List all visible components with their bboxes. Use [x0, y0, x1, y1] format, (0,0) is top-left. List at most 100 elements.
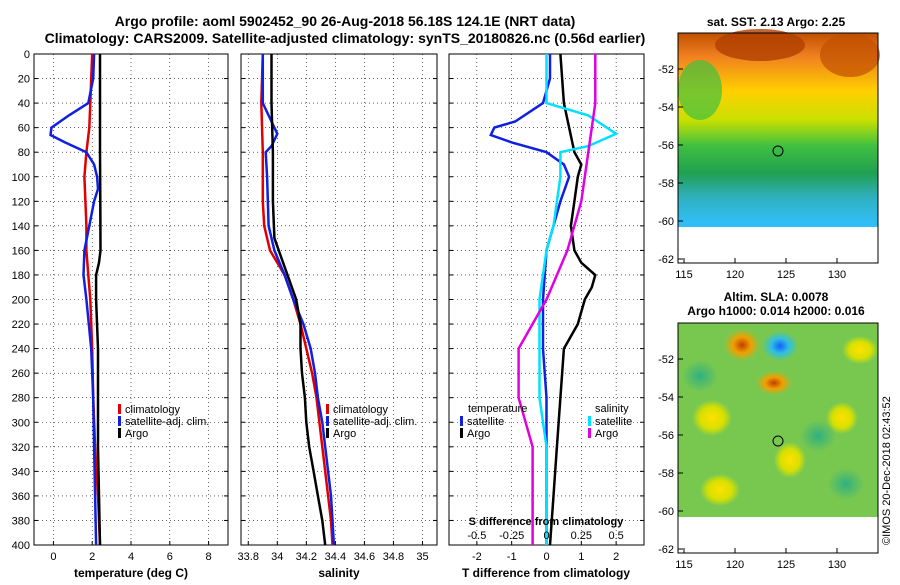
legend-swatch [460, 416, 463, 426]
legend-entry: Argo [467, 428, 490, 440]
difference-panel: -2 -1 0 1 2temperaturesatelliteArgosalinitys… [448, 53, 645, 563]
legend-swatch [588, 428, 591, 438]
title-line-1: Argo profile: aoml 5902452_90 26-Aug-201… [115, 13, 576, 29]
map-x-tick-label: 130 [828, 559, 846, 571]
map-y-tick-label: -60 [658, 216, 674, 228]
sla-high-blob [724, 329, 760, 361]
x-tick-label: 2 [89, 551, 95, 563]
map-x-tick-label: 125 [777, 559, 795, 571]
map-x-tick-label: 125 [777, 269, 795, 281]
difference-xlabel: T difference from climatology [462, 566, 630, 580]
map-x-tick-label: 115 [675, 559, 693, 571]
legend-entry: satellite-adj. clim. [333, 416, 417, 428]
y-tick-label: 80 [18, 147, 30, 159]
y-tick-label: 140 [12, 221, 30, 233]
map-y-tick-label: -56 [658, 430, 674, 442]
legend-entry: Argo [595, 428, 618, 440]
x-tick-label: 1 [578, 551, 584, 563]
sla-high-blob [756, 371, 792, 395]
y-tick-label: 40 [18, 98, 30, 110]
y-tick-label: 180 [12, 270, 30, 282]
map-x-tick-label: 120 [726, 269, 744, 281]
legend-swatch [118, 428, 121, 438]
sla-high-blob [692, 400, 732, 436]
y-tick-label: 340 [12, 466, 30, 478]
map-y-tick-label: -58 [658, 178, 674, 190]
y-tick-label: 220 [12, 319, 30, 331]
series-temperature-argo [548, 53, 597, 546]
y-tick-label: 0 [24, 49, 30, 61]
sla-map-title-2: Argo h1000: 0.014 h2000: 0.016 [687, 304, 865, 318]
y-tick-label: 300 [12, 417, 30, 429]
x-tick-label: -1 [507, 551, 517, 563]
y-tick-label: 120 [12, 196, 30, 208]
s-diff-tick-label: 0.25 [571, 530, 592, 542]
map-y-tick-label: -56 [658, 140, 674, 152]
map-y-tick-label: -60 [658, 506, 674, 518]
title-line-2: Climatology: CARS2009. Satellite-adjuste… [45, 30, 646, 46]
sst-warm-patch [715, 29, 805, 61]
legend-swatch [326, 428, 329, 438]
map-y-tick-label: -58 [658, 468, 674, 480]
sla-map: Altim. SLA: 0.0078 Argo h1000: 0.014 h20… [658, 290, 879, 571]
y-tick-label: 380 [12, 515, 30, 527]
series-argo [94, 54, 102, 546]
x-tick-label: 34.2 [296, 551, 317, 563]
legend-entry: satellite [467, 416, 504, 428]
series-salinity-satellite [538, 54, 619, 545]
sla-low-blob [682, 360, 718, 392]
salinity-panel: 33.8 34 34.2 34.4 34.6 34.8 35 climatologysatel… [238, 53, 438, 563]
legend-title: salinity [595, 403, 629, 415]
s-diff-tick-label: -0.25 [499, 530, 524, 542]
legend-entry: Argo [333, 428, 356, 440]
map-y-tick-label: -62 [658, 544, 674, 556]
sst-green-patch [678, 60, 722, 120]
sst-land-mask [678, 227, 878, 263]
legend-swatch [326, 416, 329, 426]
sla-high-blob [842, 336, 878, 364]
map-y-tick-label: -54 [658, 392, 674, 404]
series-climatology [260, 53, 334, 546]
s-diff-tick-label: -0.5 [467, 530, 486, 542]
x-tick-label: 2 [613, 551, 619, 563]
y-tick-label: 60 [18, 123, 30, 135]
y-tick-label: 280 [12, 393, 30, 405]
sst-map-title: sat. SST: 2.13 Argo: 2.25 [707, 15, 846, 29]
map-y-tick-label: -52 [658, 64, 674, 76]
map-y-tick-label: -54 [658, 102, 674, 114]
map-x-tick-label: 115 [675, 269, 693, 281]
y-tick-label: 100 [12, 172, 30, 184]
legend-swatch [118, 416, 121, 426]
sst-warm-patch [820, 33, 880, 77]
x-tick-label: 34.6 [354, 551, 375, 563]
legend-swatch [118, 404, 121, 414]
sst-argo-marker [772, 145, 784, 157]
salinity-xlabel: salinity [318, 566, 360, 580]
x-tick-label: -2 [472, 551, 482, 563]
sla-frame [677, 322, 879, 554]
x-tick-label: 0 [543, 551, 549, 563]
map-y-tick-label: -52 [658, 354, 674, 366]
y-tick-label: 20 [18, 74, 30, 86]
legend-swatch [460, 428, 463, 438]
y-tick-label: 200 [12, 295, 30, 307]
legend-entry: Argo [125, 428, 148, 440]
series-satellite-adj-clim- [49, 53, 100, 546]
y-tick-label: 240 [12, 344, 30, 356]
x-tick-label: 34.4 [325, 551, 346, 563]
x-tick-label: 34.8 [383, 551, 404, 563]
sla-argo-marker [772, 435, 784, 447]
x-tick-label: 0 [50, 551, 56, 563]
sla-map-title-1: Altim. SLA: 0.0078 [724, 290, 829, 304]
map-x-tick-label: 120 [726, 559, 744, 571]
y-tick-label: 260 [12, 368, 30, 380]
temperature-panel: 0204060801001201401601802002202402602803… [12, 49, 229, 563]
x-tick-label: 8 [206, 551, 212, 563]
x-tick-label: 6 [167, 551, 173, 563]
series-temperature-satellite [489, 54, 571, 545]
sla-high-blob [774, 442, 806, 478]
sst-frame [677, 32, 879, 264]
salinity-frame [240, 53, 438, 546]
y-tick-label: 400 [12, 540, 30, 552]
